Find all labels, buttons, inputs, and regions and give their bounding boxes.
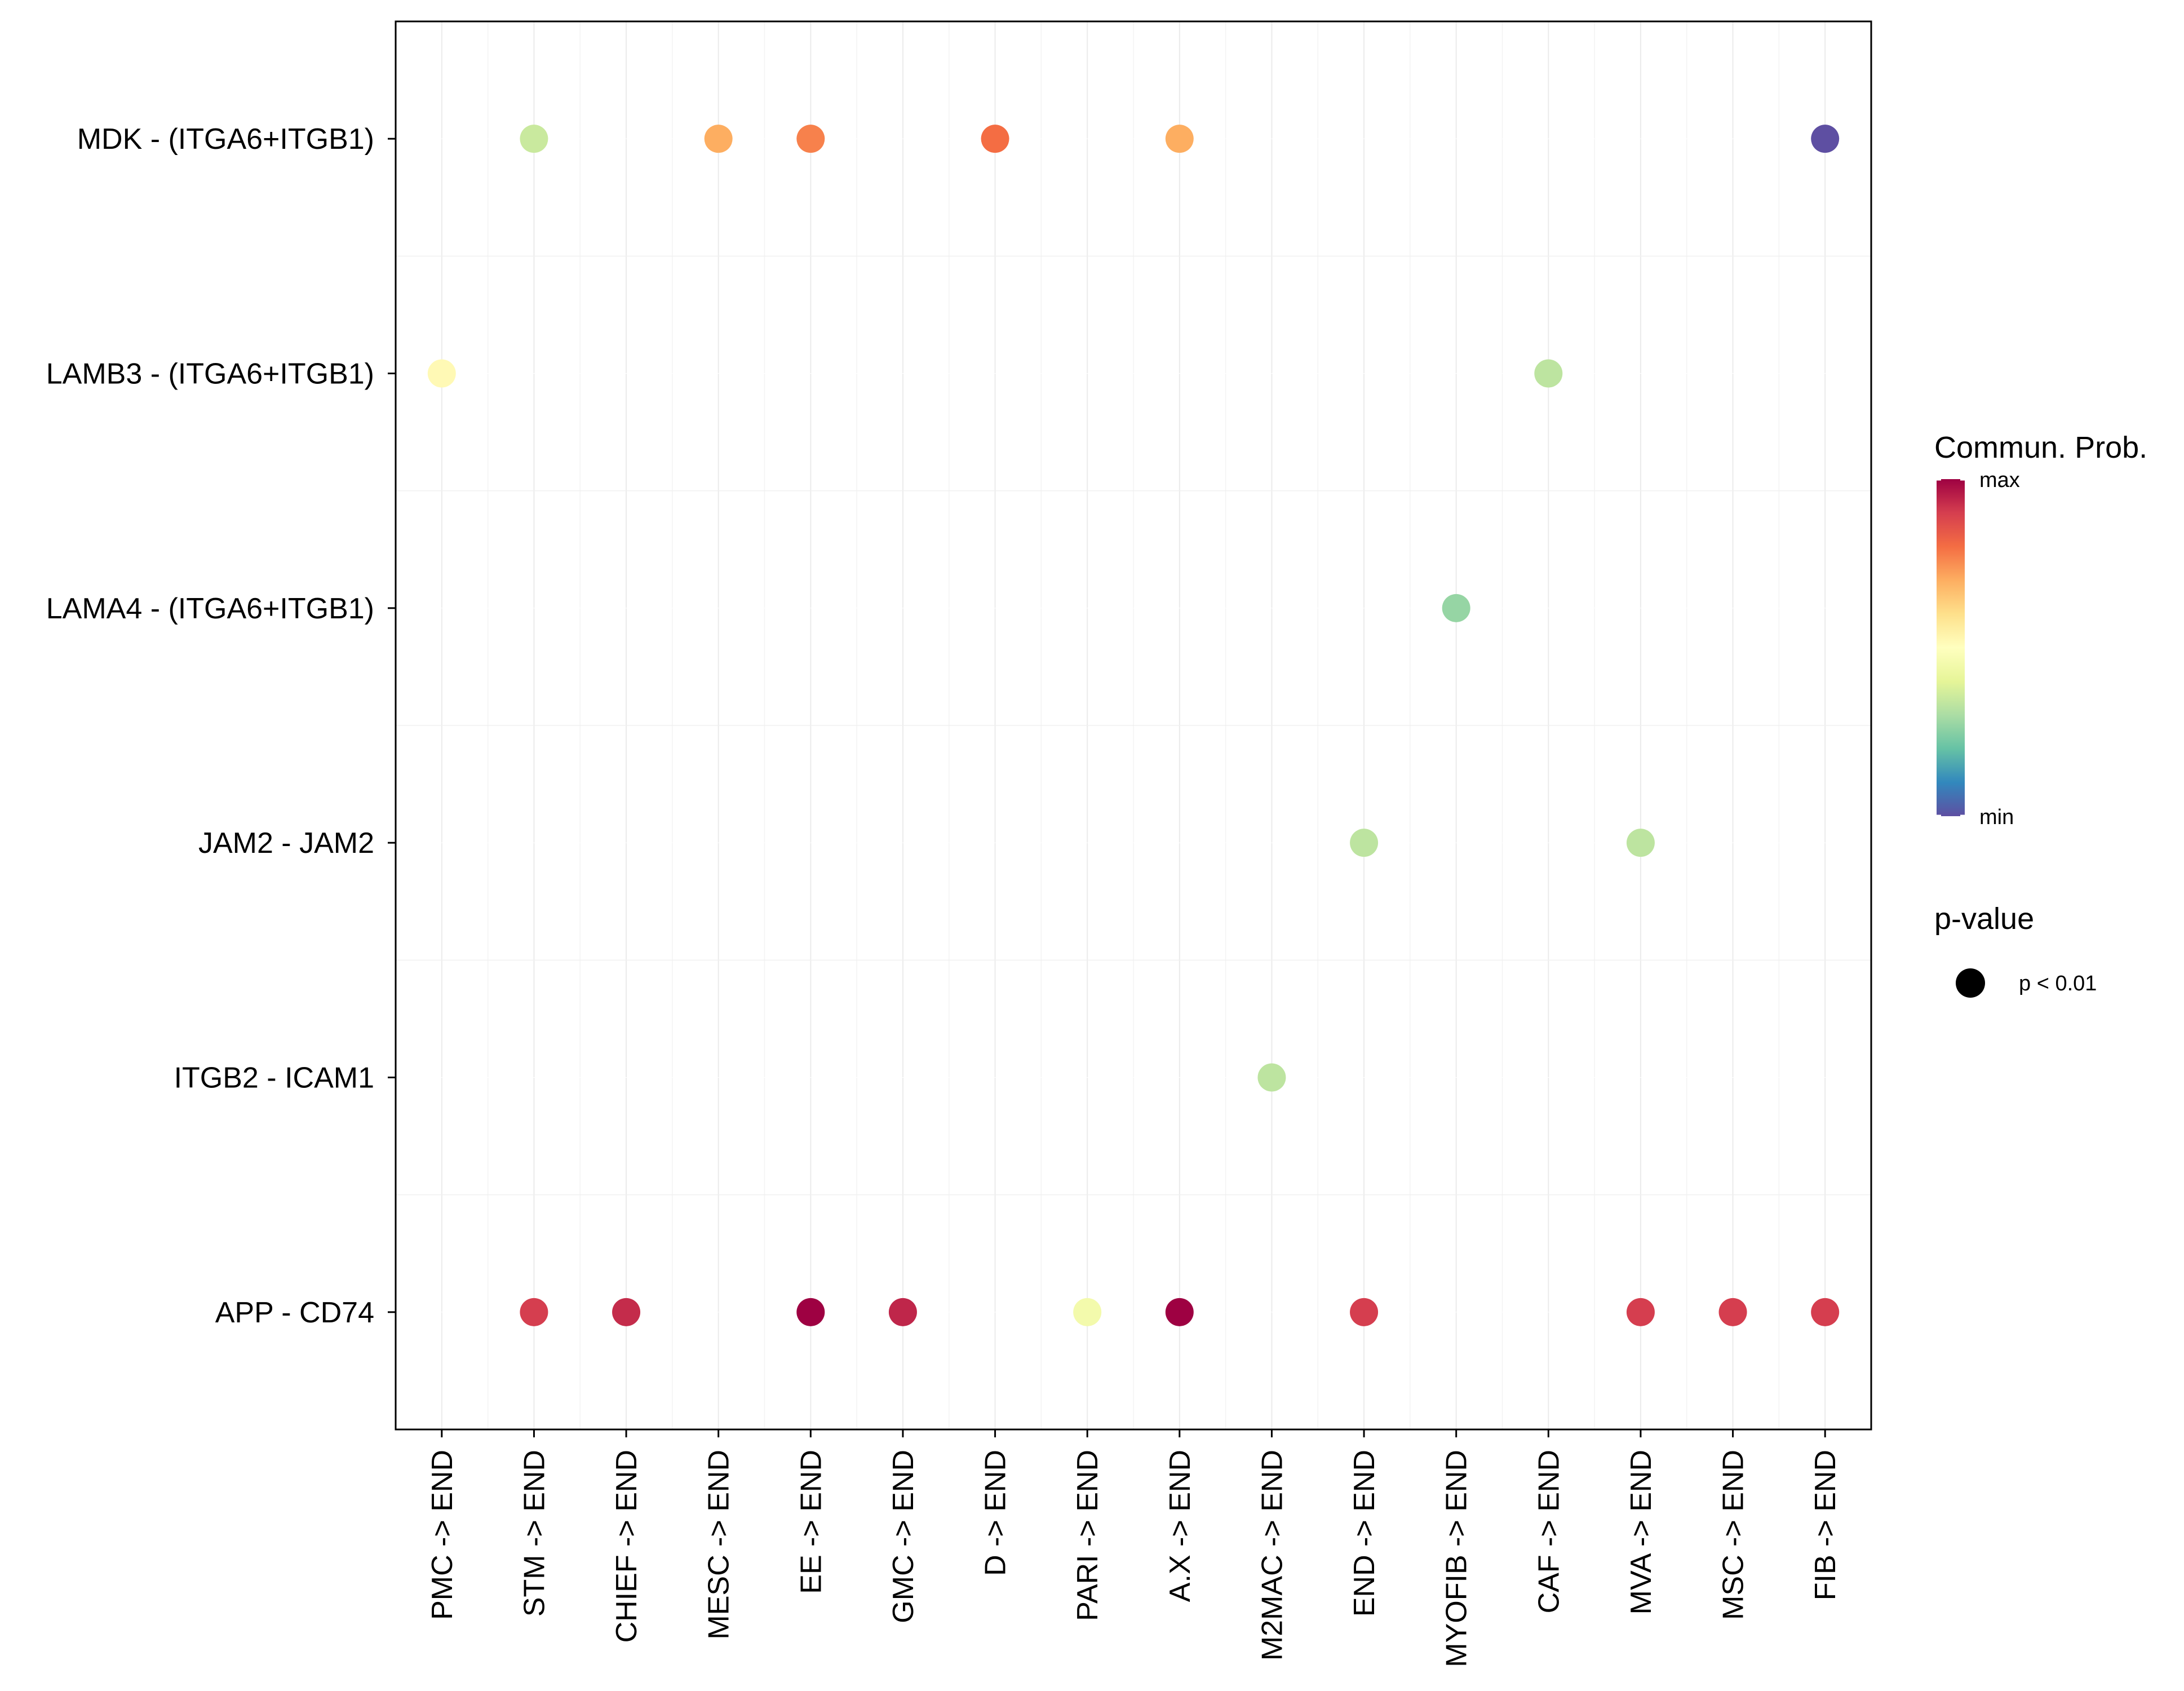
x-tick-label: STM -> END [518,1450,551,1617]
data-point [1811,1298,1840,1326]
x-tick-label: CHIEF -> END [610,1450,643,1643]
x-tick-label: PMC -> END [426,1450,459,1620]
data-point [796,1298,825,1326]
y-tick-label: JAM2 - JAM2 [198,827,374,860]
x-tick-label: END -> END [1348,1450,1381,1617]
pvalue-legend-key [1956,968,1985,998]
data-point [612,1298,641,1326]
x-tick-label: MESC -> END [703,1450,736,1640]
x-tick-label: MYOFIB -> END [1441,1450,1473,1667]
colorbar-min-label: min [1979,805,2014,829]
data-point [520,125,548,153]
y-tick-label: LAMB3 - (ITGA6+ITGB1) [46,358,374,391]
data-point [1626,1298,1655,1326]
data-point [1626,829,1655,857]
y-tick-label: ITGB2 - ICAM1 [174,1062,374,1095]
y-tick-label: MDK - (ITGA6+ITGB1) [77,123,374,156]
data-point [1257,1063,1286,1092]
data-point [427,359,456,388]
data-point [704,125,733,153]
data-point [796,125,825,153]
y-axis: MDK - (ITGA6+ITGB1) LAMB3 - (ITGA6+ITGB1)… [46,123,396,1329]
x-tick-label: MVA -> END [1625,1450,1658,1614]
plot-panel [395,20,1872,1431]
colorbar-title: Commun. Prob. [1934,431,2147,464]
data-point [1534,359,1563,388]
x-tick-label: PARI -> END [1071,1450,1104,1621]
y-tick-label: APP - CD74 [215,1296,374,1329]
pvalue-legend-label: p < 0.01 [2019,972,2097,995]
legend: Commun. Prob. max min p-value p < 0.01 [1934,431,2147,998]
data-point [1718,1298,1747,1326]
x-tick-label: MSC -> END [1717,1450,1750,1620]
data-point [888,1298,917,1326]
x-tick-label: FIB -> END [1809,1450,1842,1600]
x-tick-label: CAF -> END [1532,1450,1565,1613]
data-point [1442,594,1470,622]
data-point [981,125,1009,153]
x-axis: PMC -> END STM -> END CHIEF -> END MESC -> … [426,1429,1842,1667]
data-point [1165,125,1194,153]
data-points [427,125,1840,1326]
data-point [1811,125,1840,153]
y-tick-label: LAMA4 - (ITGA6+ITGB1) [46,592,374,625]
colorbar-max-label: max [1979,468,2020,492]
x-tick-label: EE -> END [795,1450,827,1594]
pvalue-legend-title: p-value [1934,902,2034,936]
x-tick-label: A.X -> END [1164,1450,1197,1602]
data-point [520,1298,548,1326]
data-point [1073,1298,1102,1326]
x-tick-label: M2MAC -> END [1256,1450,1288,1661]
x-tick-label: GMC -> END [887,1450,920,1623]
x-tick-label: D -> END [980,1450,1012,1576]
data-point [1350,829,1379,857]
data-point [1165,1298,1194,1326]
data-point [1350,1298,1379,1326]
grid-lines [396,21,1871,1429]
colorbar [1937,479,1965,816]
